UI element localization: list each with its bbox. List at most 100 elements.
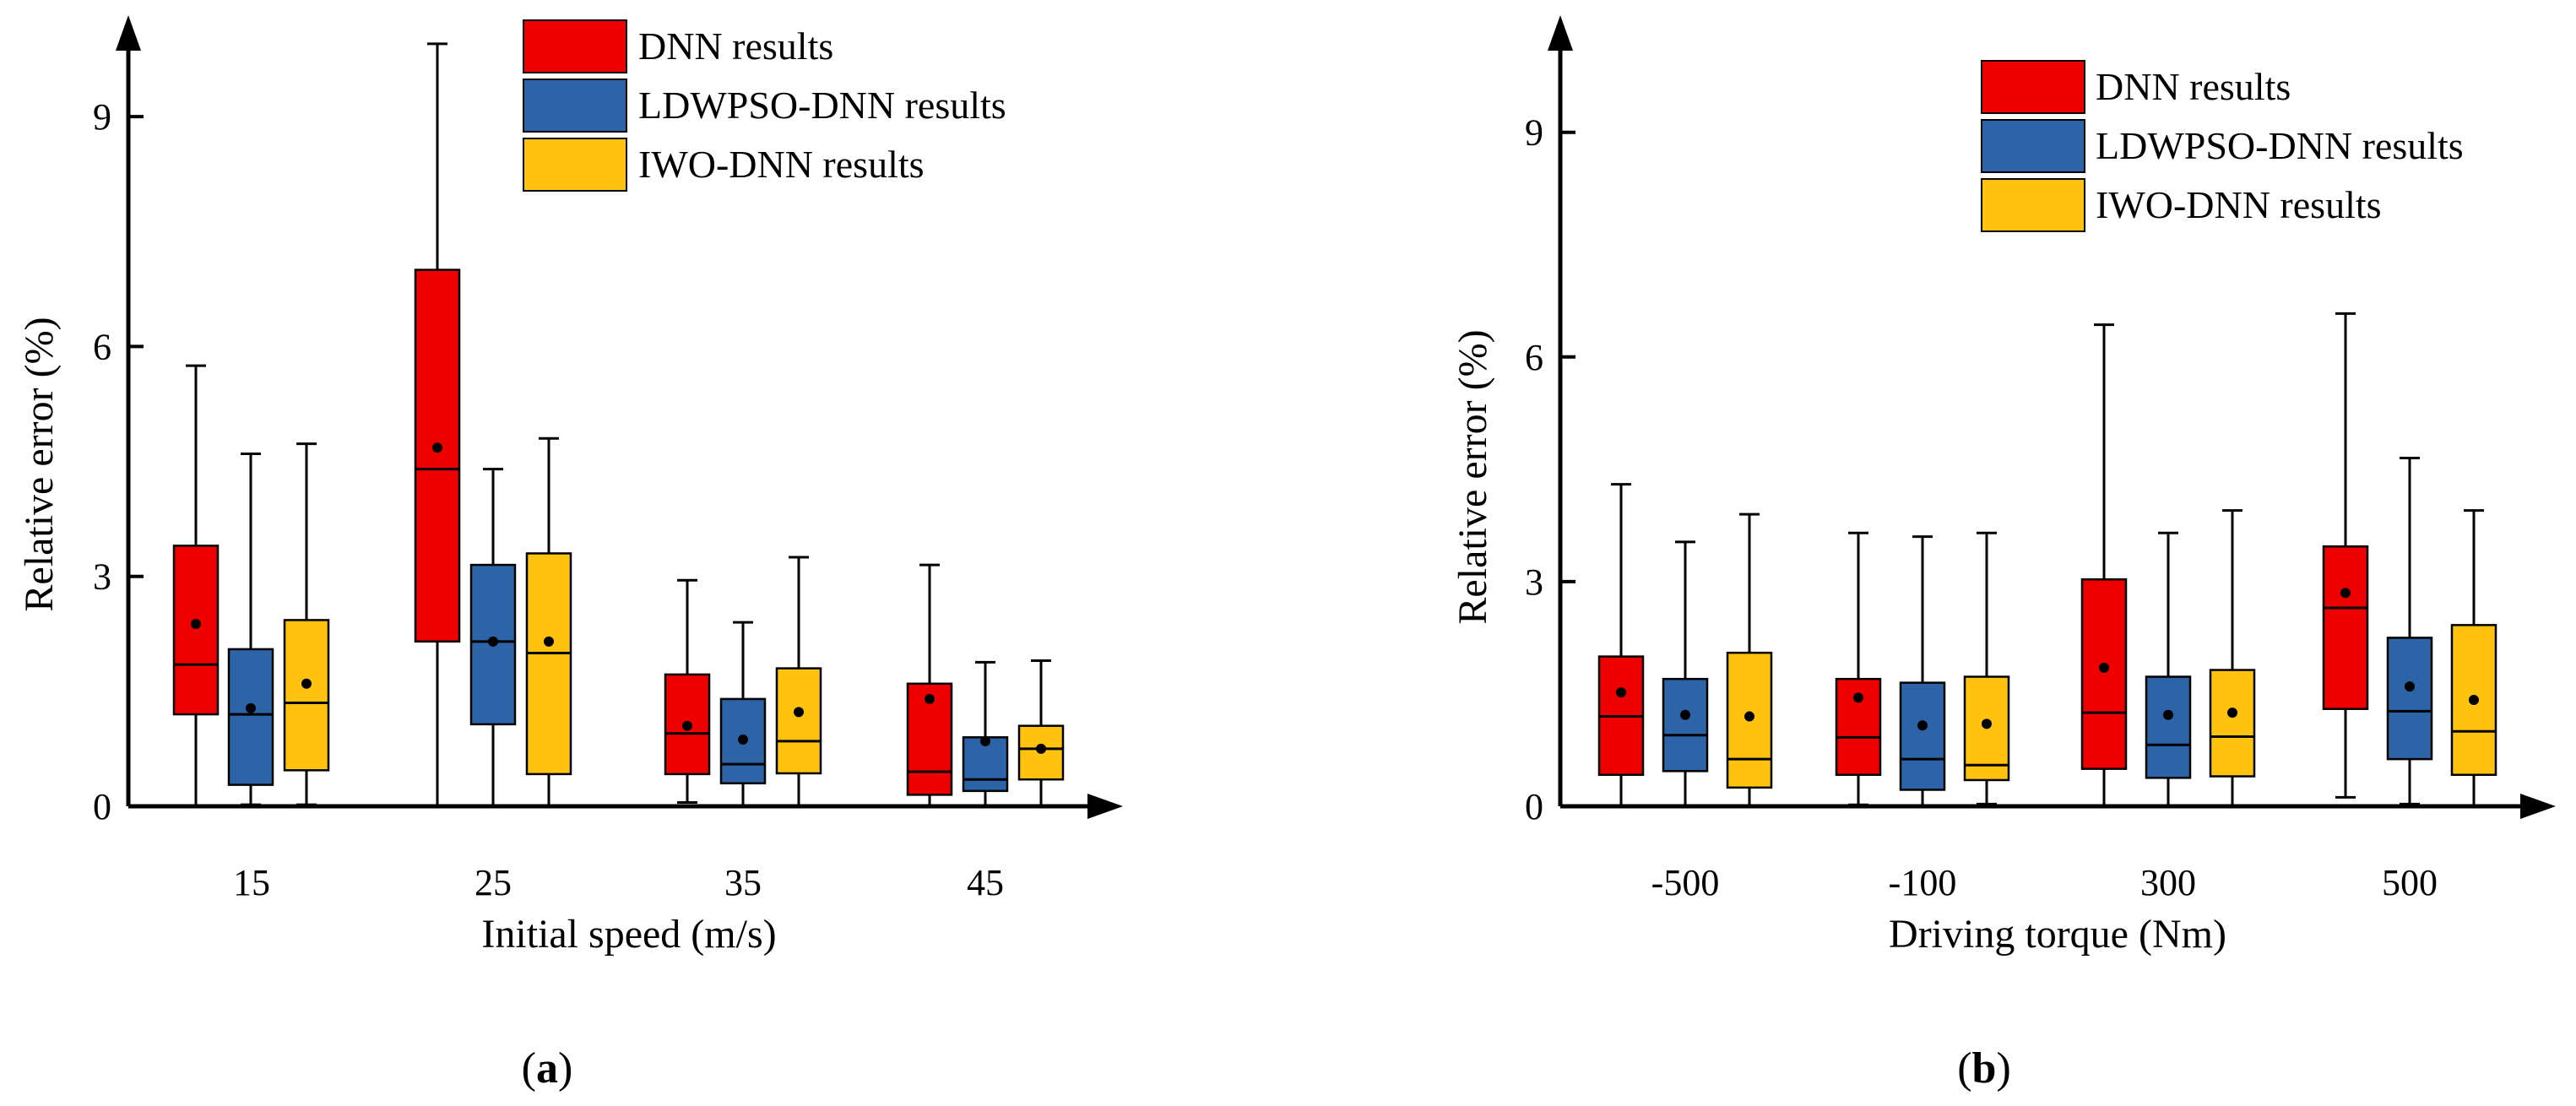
mean-marker xyxy=(488,636,498,647)
box-iqr xyxy=(962,736,1009,793)
box-ldwpso-25 xyxy=(469,468,517,808)
y-axis-title-a: Relative error (%) xyxy=(17,317,62,611)
mean-marker xyxy=(1744,711,1754,722)
box-iwo-25 xyxy=(525,436,572,808)
mean-marker xyxy=(2163,709,2173,720)
box-dnn-300 xyxy=(2080,323,2128,808)
mean-marker xyxy=(544,636,554,647)
legend-b: DNN results LDWPSO-DNN results IWO-DNN r… xyxy=(1981,60,2464,232)
x-tick-label-a: 25 xyxy=(475,862,512,903)
mean-marker xyxy=(980,735,990,746)
x-tick-label-b: -500 xyxy=(1651,862,1720,903)
legend-label-dnn-a: DNN results xyxy=(638,24,833,68)
y-tick-label-b: 9 xyxy=(1525,112,1543,154)
x-tick-label-b: 500 xyxy=(2382,862,2438,903)
mean-marker xyxy=(301,678,312,689)
box-dnn-25 xyxy=(414,42,461,808)
x-tick-label-a: 15 xyxy=(233,862,270,903)
mean-marker xyxy=(432,442,442,453)
y-tick-label-a: 0 xyxy=(93,786,111,827)
mean-marker xyxy=(1917,720,1928,731)
box-iqr xyxy=(172,545,220,716)
box-dnn-15 xyxy=(172,364,220,808)
box-ldwpso-500 xyxy=(2386,457,2433,805)
mean-marker xyxy=(1680,709,1690,720)
mean-marker xyxy=(2405,681,2415,692)
box-iwo-300 xyxy=(2209,509,2256,808)
x-axis-title-b: Driving torque (Nm) xyxy=(1889,912,2226,957)
box-iqr xyxy=(283,619,330,772)
box-iqr xyxy=(1899,681,1946,791)
x-tick-label-a: 35 xyxy=(724,862,762,903)
mean-marker xyxy=(682,720,692,731)
box-iwo-35 xyxy=(775,556,822,808)
box-ldwpso-45 xyxy=(962,660,1009,808)
mean-marker xyxy=(1036,743,1046,754)
box-iqr xyxy=(2386,637,2433,761)
box-dnn-500 xyxy=(2322,312,2369,799)
box-iqr xyxy=(775,667,822,775)
legend-label-ldwpso-b: LDWPSO-DNN results xyxy=(2096,124,2464,167)
box-iwo-15 xyxy=(283,442,330,806)
x-axis-title-a: Initial speed (m/s) xyxy=(481,912,776,957)
boxes-layer-b xyxy=(1597,312,2497,808)
mean-marker xyxy=(2099,662,2109,673)
chart-panel-b: 0 3 6 9 -500 -100 300 500 Driving torque… xyxy=(1451,15,2556,1092)
box-iwo--100 xyxy=(1963,531,2010,805)
legend-swatch-iwo-b xyxy=(1981,178,2085,232)
y-ticks-b xyxy=(1560,130,1575,808)
mean-marker xyxy=(191,618,201,629)
box-dnn--100 xyxy=(1835,531,1882,806)
legend-label-iwo-b: IWO-DNN results xyxy=(2096,183,2382,226)
y-axis-arrow-a xyxy=(116,15,141,51)
chart-panel-a: 0 3 6 9 15 25 35 45 Initial speed (m/s) … xyxy=(17,15,1123,1092)
y-tick-label-a: 3 xyxy=(93,556,111,598)
y-tick-label-b: 0 xyxy=(1525,786,1543,827)
y-tick-label-a: 6 xyxy=(93,326,111,367)
mean-marker xyxy=(794,707,804,718)
box-iqr xyxy=(2322,545,2369,710)
box-iwo--500 xyxy=(1726,512,1773,808)
legend-swatch-ldwpso-b xyxy=(1981,119,2085,173)
mean-marker xyxy=(2340,588,2351,599)
x-tick-label-b: -100 xyxy=(1889,862,1957,903)
mean-marker xyxy=(738,735,748,745)
y-tick-label-b: 3 xyxy=(1525,561,1543,603)
box-ldwpso-300 xyxy=(2145,531,2192,808)
box-iwo-45 xyxy=(1017,659,1065,808)
x-tick-label-b: 300 xyxy=(2140,862,2196,903)
box-iqr xyxy=(2145,675,2192,779)
x-axis-arrow-a xyxy=(1087,794,1123,819)
box-dnn-35 xyxy=(664,578,711,804)
legend-label-dnn-b: DNN results xyxy=(2096,65,2291,108)
box-iqr xyxy=(227,648,274,786)
box-dnn--500 xyxy=(1597,483,1645,808)
mean-marker xyxy=(1982,718,1992,729)
box-iqr xyxy=(2209,669,2256,778)
panel-label-a: (a) xyxy=(522,1044,573,1092)
box-ldwpso--100 xyxy=(1899,535,1946,808)
legend-label-ldwpso-a: LDWPSO-DNN results xyxy=(638,84,1006,127)
box-ldwpso-35 xyxy=(719,621,767,808)
y-ticks-a xyxy=(128,115,144,808)
box-iqr xyxy=(1662,677,1709,773)
y-tick-label-a: 9 xyxy=(93,96,111,138)
y-axis-title-b: Relative error (%) xyxy=(1451,329,1495,624)
x-axis-arrow-b xyxy=(2520,794,2556,819)
mean-marker xyxy=(2227,708,2237,718)
box-ldwpso--500 xyxy=(1662,540,1709,808)
box-iqr xyxy=(2080,577,2128,770)
y-tick-label-b: 6 xyxy=(1525,337,1543,378)
y-axis-arrow-b xyxy=(1548,15,1573,51)
legend-label-iwo-a: IWO-DNN results xyxy=(638,143,925,186)
legend-a: DNN results LDWPSO-DNN results IWO-DNN r… xyxy=(523,19,1006,192)
panel-label-b: (b) xyxy=(1957,1044,2011,1092)
mean-marker xyxy=(2469,695,2479,706)
mean-marker xyxy=(1616,687,1626,698)
x-tick-label-a: 45 xyxy=(967,862,1004,903)
box-iqr xyxy=(525,552,572,776)
mean-marker xyxy=(246,702,256,713)
legend-swatch-ldwpso-a xyxy=(523,79,627,133)
legend-swatch-dnn-b xyxy=(1981,60,2085,114)
